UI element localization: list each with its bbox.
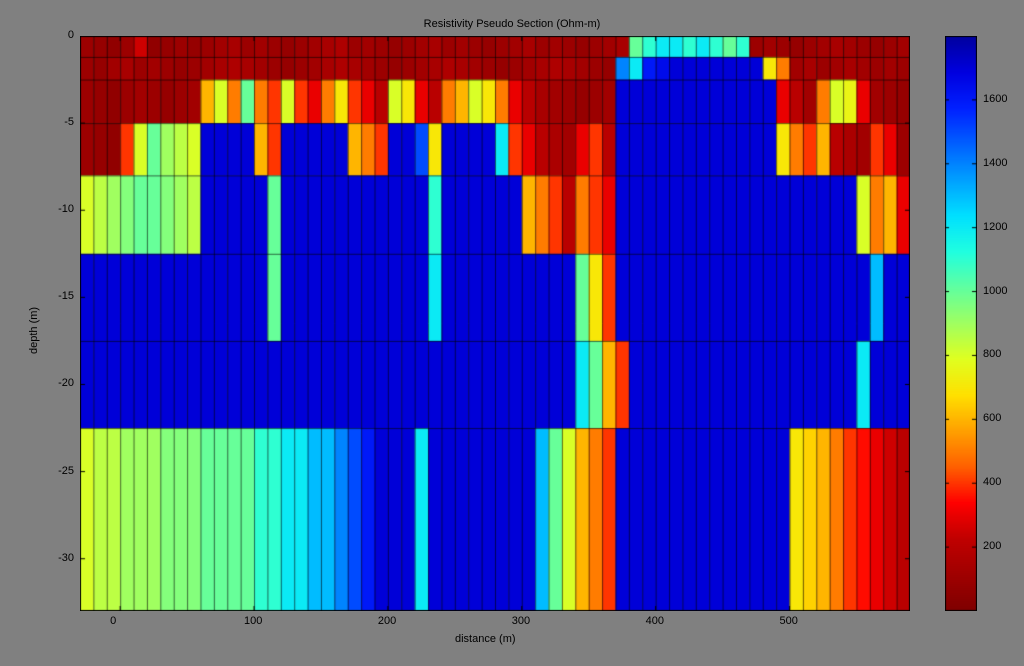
x-tick-label: 200 xyxy=(378,615,396,627)
chart-title: Resistivity Pseudo Section (Ohm-m) xyxy=(0,18,1024,30)
y-tick-label: 0 xyxy=(44,29,74,41)
colorbar-tick-label: 1200 xyxy=(983,221,1007,233)
colorbar-tick-label: 1600 xyxy=(983,93,1007,105)
pseudosection-plot xyxy=(80,36,910,611)
y-tick-label: -30 xyxy=(44,552,74,564)
x-tick-label: 300 xyxy=(512,615,530,627)
y-axis-label: depth (m) xyxy=(28,306,40,353)
x-tick-label: 0 xyxy=(110,615,116,627)
y-tick-label: -5 xyxy=(44,116,74,128)
colorbar-tick-label: 200 xyxy=(983,540,1001,552)
figure-container: Resistivity Pseudo Section (Ohm-m) dista… xyxy=(0,0,1024,666)
y-tick-label: -10 xyxy=(44,203,74,215)
colorbar-tick-label: 1400 xyxy=(983,157,1007,169)
colorbar-tick-label: 800 xyxy=(983,348,1001,360)
colorbar-tick-label: 400 xyxy=(983,476,1001,488)
y-tick-label: -20 xyxy=(44,377,74,389)
x-tick-label: 400 xyxy=(646,615,664,627)
y-tick-label: -15 xyxy=(44,290,74,302)
colorbar-tick-label: 1000 xyxy=(983,285,1007,297)
x-axis-label: distance (m) xyxy=(455,633,516,645)
colorbar xyxy=(945,36,977,611)
x-tick-label: 100 xyxy=(244,615,262,627)
x-tick-label: 500 xyxy=(780,615,798,627)
colorbar-canvas xyxy=(945,36,977,611)
colorbar-tick-label: 600 xyxy=(983,412,1001,424)
heatmap-canvas xyxy=(80,36,910,611)
y-tick-label: -25 xyxy=(44,465,74,477)
